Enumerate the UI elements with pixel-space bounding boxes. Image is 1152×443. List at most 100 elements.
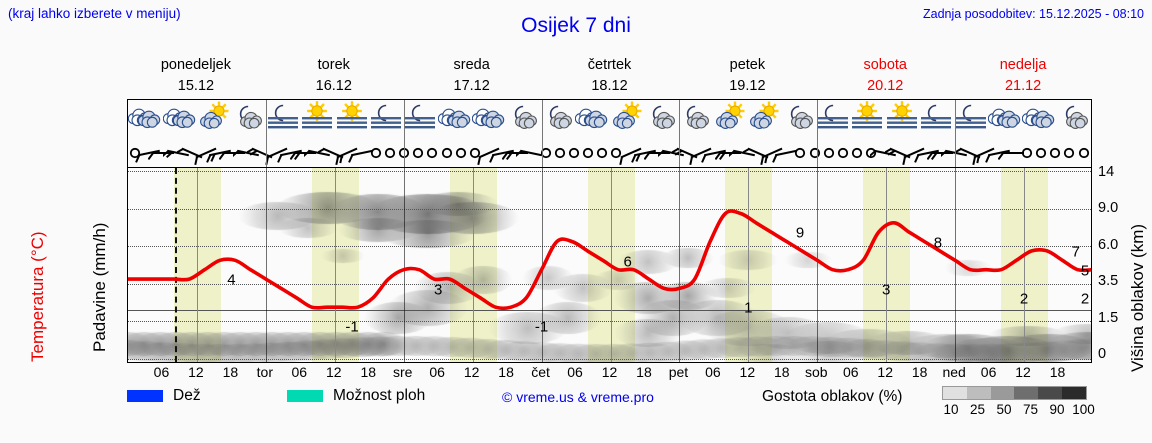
x-axis-tick-label: 06 xyxy=(153,364,170,380)
weather-icon-cell xyxy=(1022,100,1056,140)
x-axis-tick-label: sob xyxy=(804,364,828,380)
temperature-curve xyxy=(128,209,1091,311)
cloud-density-step-label: 25 xyxy=(969,402,986,417)
cloud-height-tick: 6.0 xyxy=(1098,236,1119,253)
partly-cloudy-night-icon xyxy=(652,105,675,129)
x-axis-tick-label: 12 xyxy=(877,364,893,380)
partly-cloudy-night-icon xyxy=(1065,105,1088,129)
day-separator xyxy=(955,100,957,167)
wind-barb-icon xyxy=(554,147,565,159)
wind-barb-icon xyxy=(1078,147,1089,159)
location-menu-note[interactable]: (kraj lahko izberete v meniju) xyxy=(8,6,181,21)
wind-barb-icon xyxy=(772,149,798,163)
wind-barb-icon xyxy=(129,147,141,159)
wind-barb-icon xyxy=(427,147,438,159)
wind-barb-icon xyxy=(760,147,783,166)
weather-icon-cell xyxy=(231,100,265,140)
wind-barb-icon xyxy=(347,149,373,163)
plot-inner: 4 -1 3 -1 6 1 9 3 8 2 7 2 5 xyxy=(128,168,1091,362)
gridline-horizontal xyxy=(128,321,1091,323)
cloudy-icon xyxy=(437,108,470,129)
wind-barb-cell xyxy=(630,140,656,168)
cloud-density-ramp-step xyxy=(1014,387,1039,399)
cloud-density-ramp-step xyxy=(943,387,967,399)
wind-barb-icon xyxy=(837,147,848,159)
day-header-četrtek: četrtek 18.12 xyxy=(541,52,679,96)
wind-barb-cell xyxy=(836,140,850,168)
wind-barb-cell xyxy=(289,140,316,168)
x-axis-tick-label: 18 xyxy=(636,364,652,380)
weather-icon-cell xyxy=(919,100,953,140)
moon-haze-icon xyxy=(370,104,401,129)
wind-barb-row xyxy=(128,140,1091,168)
midday-gridline xyxy=(1024,168,1026,362)
day-name: torek xyxy=(317,57,350,73)
rain-legend-label: Dež xyxy=(173,387,201,404)
x-axis-tick-labels: 06 12 18 tor 06 12 18 sre 06 12 18 čet 06 12 18 pet 06 12… xyxy=(127,364,1092,384)
x-axis-tick-label: tor xyxy=(256,364,274,380)
temperature-extreme-label: 3 xyxy=(434,281,443,299)
day-header-ponedeljek: ponedeljek 15.12 xyxy=(127,52,265,96)
wind-barb-icon xyxy=(489,149,515,163)
wind-barb-icon xyxy=(984,149,1010,163)
day-name: petek xyxy=(729,57,766,73)
day-header-petek: petek 19.12 xyxy=(678,52,816,96)
wind-barb-cell xyxy=(1062,140,1076,168)
day-separator xyxy=(817,168,819,362)
wind-barb-cell xyxy=(502,140,529,168)
wind-barb-cell xyxy=(984,140,1010,168)
midday-gridline xyxy=(472,168,474,362)
x-axis-tick-label: 18 xyxy=(911,364,928,380)
showers-legend-swatch xyxy=(287,390,323,402)
weather-icon-cell xyxy=(953,100,987,140)
temperature-extreme-label: 2 xyxy=(1019,290,1029,308)
wind-barb-icon xyxy=(972,147,995,166)
wind-barb-cell xyxy=(135,140,161,168)
zero-degree-line xyxy=(128,310,1091,311)
weather-icon-cell xyxy=(506,100,540,140)
wind-barb-icon xyxy=(540,147,551,159)
wind-barb-cell xyxy=(411,140,425,168)
wind-barb-cell xyxy=(128,140,142,168)
cloud-density-ramp-step xyxy=(1062,387,1086,399)
day-separator xyxy=(955,168,957,362)
wind-barb-cell xyxy=(425,140,439,168)
cloudy-icon xyxy=(162,108,195,129)
weather-icon-cell xyxy=(781,100,815,140)
wind-barb-cell xyxy=(926,140,953,168)
current-time-line xyxy=(174,168,177,362)
wind-barb-icon xyxy=(597,147,608,159)
weather-icon-cell xyxy=(300,100,334,140)
wind-barb-icon xyxy=(689,147,712,166)
temperature-extreme-label: 4 xyxy=(227,271,236,289)
day-separator xyxy=(541,100,543,167)
sun-haze-icon xyxy=(336,101,367,129)
x-axis-tick-label: 12 xyxy=(601,364,618,380)
weather-icon-row xyxy=(128,100,1091,140)
partly-cloudy-night-icon xyxy=(790,105,813,129)
day-separator xyxy=(265,100,267,167)
cloudy-icon xyxy=(1022,108,1055,129)
wind-barb-cell xyxy=(1020,140,1034,168)
day-date: 17.12 xyxy=(453,77,490,94)
weather-icon-cell xyxy=(609,100,643,140)
partly-sunny-icon xyxy=(715,101,745,129)
wind-barb-icon xyxy=(618,147,642,166)
wind-barb-icon xyxy=(477,147,500,166)
x-axis-tick-label: 06 xyxy=(842,364,859,380)
x-axis-tick-label: ned xyxy=(942,364,966,380)
wind-barb-cell xyxy=(539,140,553,168)
wind-barb-icon xyxy=(568,147,580,159)
wind-barb-icon xyxy=(335,147,358,166)
cloud-height-tick: 14 xyxy=(1098,164,1115,180)
x-axis-tick-label: 18 xyxy=(360,364,377,380)
wind-barb-icon xyxy=(582,147,594,159)
moon-haze-icon xyxy=(921,104,952,129)
wind-barb-icon xyxy=(701,149,727,163)
wind-barb-cell xyxy=(206,140,231,168)
gridline-horizontal xyxy=(128,208,1091,210)
copyright-link[interactable]: © vreme.us & vreme.pro xyxy=(502,389,654,405)
wind-barb-cell xyxy=(618,140,642,168)
weather-icon-panel xyxy=(127,99,1092,167)
weather-icon-cell xyxy=(403,100,437,140)
